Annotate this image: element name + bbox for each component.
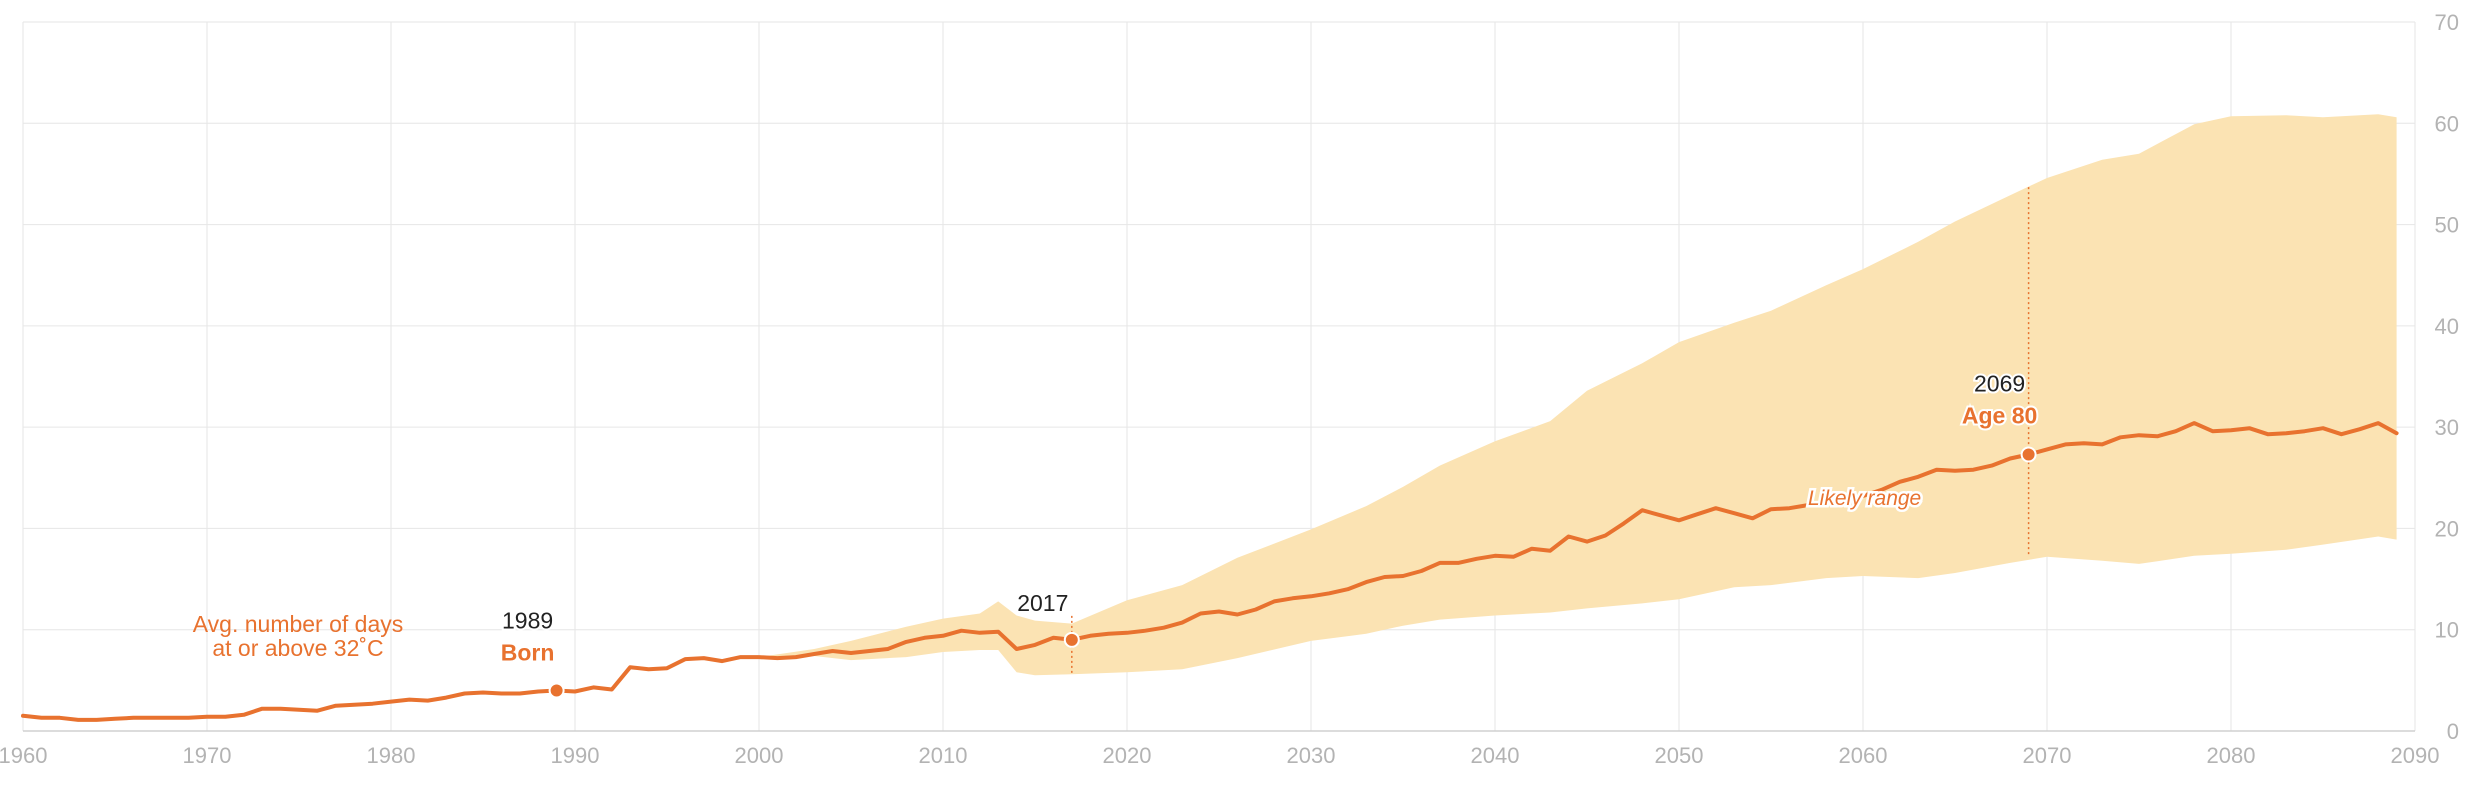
annotation-marker bbox=[2020, 446, 2037, 463]
x-tick-label: 2060 bbox=[1839, 743, 1888, 768]
x-tick-label: 1960 bbox=[0, 743, 47, 768]
annotation-year: 2069 bbox=[1974, 370, 2025, 396]
series-line bbox=[21, 421, 2399, 722]
y-tick-label: 50 bbox=[2435, 213, 2459, 238]
x-tick-label: 2000 bbox=[735, 743, 784, 768]
annotations: Avg. number of days at or above 32˚C Lik… bbox=[193, 187, 2039, 699]
annotation-year: 2017 bbox=[1017, 590, 1068, 616]
likely-range-label: Likely range bbox=[1808, 487, 1921, 510]
x-tick-label: 1970 bbox=[183, 743, 232, 768]
annotation-marker bbox=[1063, 631, 1080, 648]
y-tick-label: 60 bbox=[2435, 111, 2459, 136]
annotation-milestone: Age 80 bbox=[1962, 402, 2037, 428]
y-tick-label: 40 bbox=[2435, 314, 2459, 339]
x-tick-label: 1990 bbox=[551, 743, 600, 768]
y-tick-label: 0 bbox=[2447, 719, 2459, 744]
x-tick-label: 2080 bbox=[2207, 743, 2256, 768]
x-tick-label: 2040 bbox=[1471, 743, 1520, 768]
x-tick-label: 1980 bbox=[367, 743, 416, 768]
annotation-marker bbox=[548, 682, 565, 699]
likely-range-band bbox=[759, 114, 2397, 676]
x-tick-label: 2070 bbox=[2023, 743, 2072, 768]
y-tick-label: 20 bbox=[2435, 516, 2459, 541]
series-label-line-2: at or above 32˚C bbox=[212, 635, 383, 661]
x-tick-label: 2090 bbox=[2391, 743, 2440, 768]
y-tick-label: 10 bbox=[2435, 618, 2459, 643]
series-line-layer bbox=[21, 421, 2399, 722]
y-tick-label: 70 bbox=[2435, 10, 2459, 35]
x-tick-label: 2030 bbox=[1287, 743, 1336, 768]
annotation-milestone: Born bbox=[501, 639, 555, 665]
x-tick-label: 2010 bbox=[919, 743, 968, 768]
x-tick-label: 2020 bbox=[1103, 743, 1152, 768]
annotation-year: 1989 bbox=[502, 607, 553, 633]
likely-range-band-layer bbox=[759, 114, 2397, 676]
x-tick-label: 2050 bbox=[1655, 743, 1704, 768]
series-label-line-1: Avg. number of days bbox=[193, 611, 404, 637]
y-tick-label: 30 bbox=[2435, 415, 2459, 440]
